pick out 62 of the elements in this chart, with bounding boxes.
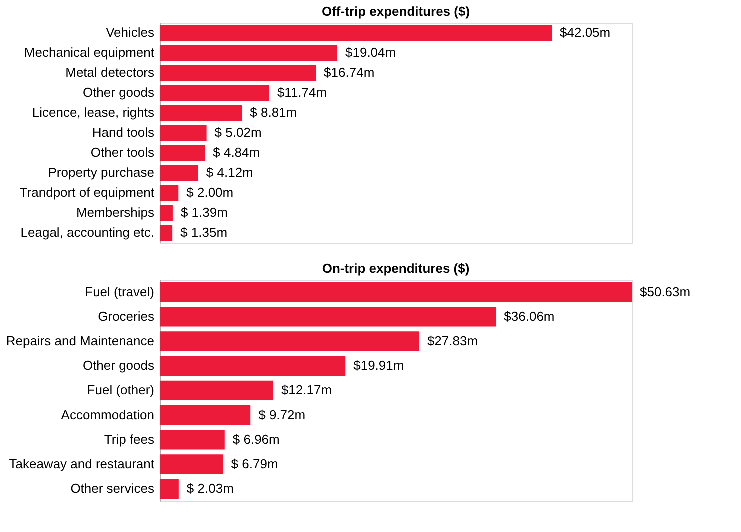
bar — [160, 479, 179, 499]
bar — [160, 307, 496, 327]
data-label: $ 1.39m — [180, 205, 228, 220]
bar — [160, 405, 251, 426]
bar — [160, 185, 179, 201]
y-tick-label: Fuel (travel) — [85, 284, 154, 300]
y-tick-label: Takeaway and restaurant — [9, 456, 155, 472]
bar — [160, 205, 173, 221]
bar — [160, 332, 420, 352]
bar — [160, 125, 207, 141]
y-tick-label: Memberships — [76, 205, 155, 220]
y-tick-label: Metal detectors — [66, 65, 155, 80]
data-label: $ 5.02m — [214, 125, 262, 140]
data-label: $12.17m — [281, 382, 332, 398]
data-label: $ 2.00m — [186, 185, 234, 200]
y-tick-label: Other tools — [90, 145, 155, 160]
chart-title: Off-trip expenditures ($) — [322, 4, 470, 19]
y-tick-label: Other services — [70, 481, 155, 496]
data-label: $ 8.81m — [250, 105, 298, 120]
bar — [160, 282, 632, 302]
chart-title: On-trip expenditures ($) — [322, 261, 470, 276]
y-tick-label: Vehicles — [106, 25, 155, 40]
bar — [160, 430, 225, 450]
y-tick-label: Fuel (other) — [87, 382, 154, 398]
bar — [160, 65, 316, 81]
y-tick-label: Repairs and Maintenance — [6, 334, 154, 348]
y-tick-label: Leagal, accounting etc. — [20, 225, 154, 240]
bar — [160, 380, 274, 401]
bar — [160, 145, 206, 161]
y-tick-label: Accommodation — [61, 407, 154, 422]
y-tick-label: Mechanical equipment — [24, 45, 155, 60]
data-label: $50.63m — [640, 284, 691, 300]
data-label: $ 6.79m — [231, 456, 278, 472]
bar — [160, 454, 224, 474]
data-label: $ 1.35m — [180, 225, 228, 240]
y-tick-label: Property purchase — [48, 165, 154, 180]
y-tick-label: Trip fees — [104, 432, 155, 447]
data-label: $36.06m — [504, 308, 555, 324]
y-tick-label: Hand tools — [92, 125, 155, 140]
data-label: $ 9.72m — [258, 407, 306, 422]
data-label: $ 4.84m — [213, 145, 260, 160]
data-label: $ 4.12m — [206, 165, 254, 180]
y-tick-label: Groceries — [98, 308, 155, 324]
data-label: $11.74m — [277, 85, 328, 100]
bar — [160, 356, 346, 376]
bar — [160, 105, 242, 121]
y-tick-label: Other goods — [82, 358, 155, 374]
data-label: $ 6.96m — [232, 432, 280, 447]
bar — [160, 85, 270, 101]
data-label: $19.91m — [354, 358, 404, 374]
data-label: $19.04m — [346, 45, 396, 60]
y-tick-label: Other goods — [82, 85, 155, 100]
y-tick-label: Licence, lease, rights — [32, 105, 155, 120]
data-label: $42.05m — [560, 25, 611, 40]
data-label: $16.74m — [324, 65, 375, 80]
bar — [160, 25, 552, 41]
bar — [160, 45, 338, 61]
bar — [160, 225, 173, 241]
data-label: $27.83m — [427, 334, 478, 348]
y-tick-label: Trandport of equipment — [20, 185, 155, 200]
data-label: $ 2.03m — [186, 481, 234, 496]
bar — [160, 165, 198, 181]
